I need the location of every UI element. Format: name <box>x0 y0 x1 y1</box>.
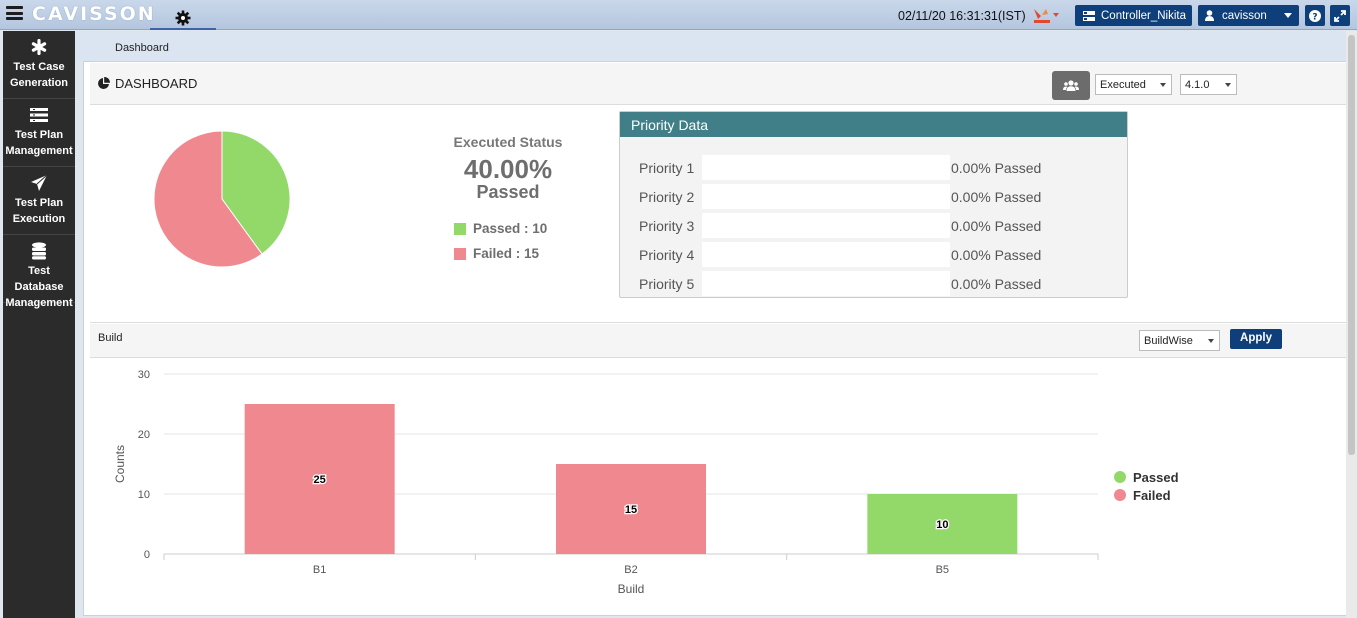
page-scrollbar[interactable] <box>1346 31 1357 618</box>
priority-bar <box>702 184 950 209</box>
chevron-down-icon <box>1160 83 1166 87</box>
priority-row: Priority 3 0.00% Passed <box>639 213 1041 238</box>
bar-data-label: 25 <box>314 474 326 486</box>
sidebar-item-test-case-generation[interactable]: Test Case Generation <box>3 31 75 99</box>
priority-row: Priority 1 0.00% Passed <box>639 155 1041 180</box>
asterisk-icon <box>31 39 47 55</box>
x-tick-label: B2 <box>624 564 637 576</box>
server-icon <box>1083 10 1095 21</box>
menu-icon[interactable] <box>6 6 23 20</box>
y-tick-label: 20 <box>138 429 150 441</box>
sidebar-item-test-plan-execution[interactable]: Test Plan Execution <box>3 167 75 235</box>
apply-button[interactable]: Apply <box>1230 329 1282 349</box>
sidebar-item-label: Test Plan Execution <box>12 197 66 225</box>
group-filter-button[interactable] <box>1052 71 1090 100</box>
user-menu-button[interactable]: cavisson <box>1198 5 1299 26</box>
executed-passed-word: Passed <box>476 182 540 202</box>
help-button[interactable]: ? <box>1305 5 1325 26</box>
priority-row: Priority 5 0.00% Passed <box>639 271 1041 296</box>
executed-status: Executed Status 40.00% Passed <box>420 134 596 203</box>
settings-tab[interactable] <box>150 8 216 30</box>
x-axis-title: Build <box>618 582 645 596</box>
alert-icon[interactable] <box>1032 6 1060 24</box>
chevron-down-icon <box>1225 83 1231 87</box>
y-tick-label: 30 <box>138 369 150 381</box>
y-tick-label: 0 <box>144 549 150 561</box>
x-tick-label: B1 <box>313 564 326 576</box>
build-mode-select[interactable]: BuildWise <box>1139 330 1220 351</box>
build-header: Build BuildWise Apply <box>90 324 1346 358</box>
sidebar-item-label: Test Case Generation <box>9 61 69 89</box>
user-name: cavisson <box>1222 9 1267 22</box>
pie-chart-icon <box>98 77 110 89</box>
dashboard-header: DASHBOARD Executed 4.1.0 <box>90 63 1346 105</box>
breadcrumb-dashboard[interactable]: Dashboard <box>115 42 169 54</box>
executed-percent: 40.00% <box>463 154 553 184</box>
bar-data-label: 10 <box>936 519 948 531</box>
status-filter-select[interactable]: Executed <box>1095 74 1172 95</box>
top-bar: CAVISSON 02/11/20 16:31:31(IST) Controll… <box>0 0 1357 30</box>
priority-row: Priority 2 0.00% Passed <box>639 184 1041 209</box>
priority-bar <box>702 213 950 238</box>
legend-passed: Passed : 10 <box>454 216 547 241</box>
y-tick-label: 10 <box>138 489 150 501</box>
sidebar-item-label: Test Database Management <box>5 265 73 309</box>
server-datetime: 02/11/20 16:31:31(IST) <box>898 9 1026 23</box>
y-axis-title: Counts <box>113 445 127 483</box>
page-title: DASHBOARD <box>97 76 197 91</box>
executed-status-label: Executed Status <box>453 134 563 150</box>
bar-B2-failed <box>556 464 706 554</box>
legend-failed: Failed : 15 <box>454 241 547 266</box>
chevron-down-icon <box>1208 339 1214 343</box>
priority-row: Priority 4 0.00% Passed <box>639 242 1041 267</box>
build-bar-chart: 0 10 20 30 25 B1 15 B2 10 B5 Build Counts Passed Fail… <box>113 369 1179 596</box>
legend-label-failed[interactable]: Failed <box>1133 488 1171 503</box>
version-value: 4.1.0 <box>1185 79 1210 91</box>
sidebar-item-test-database-management[interactable]: Test Database Management <box>3 235 75 309</box>
priority-title: Priority Data <box>620 112 1127 137</box>
fullscreen-button[interactable] <box>1330 5 1350 26</box>
bar-B1-failed <box>244 404 395 554</box>
list-icon <box>30 108 48 122</box>
database-icon <box>32 242 46 260</box>
priority-data-panel: Priority Data Priority 1 0.00% Passed Pr… <box>619 111 1128 298</box>
pie-slice-passed <box>221 130 291 255</box>
legend-marker-failed <box>1114 489 1126 501</box>
legend-label-passed[interactable]: Passed <box>1133 470 1179 485</box>
priority-bar <box>702 242 950 267</box>
build-mode-value: BuildWise <box>1144 335 1193 347</box>
bar-data-label: 15 <box>625 504 637 516</box>
user-icon <box>1205 10 1214 21</box>
legend-marker-passed <box>1114 471 1126 483</box>
sidebar-item-label: Test Plan Management <box>5 129 73 157</box>
priority-bar <box>702 155 950 180</box>
legend-swatch <box>454 247 466 260</box>
chevron-down-icon <box>1284 13 1292 18</box>
status-legend: Passed : 10 Failed : 15 <box>454 216 547 266</box>
version-select[interactable]: 4.1.0 <box>1180 74 1237 95</box>
question-icon: ? <box>1309 9 1321 22</box>
gear-icon <box>175 10 191 26</box>
svg-text:?: ? <box>1312 12 1317 22</box>
priority-bar <box>702 271 950 296</box>
sidebar: Test Case Generation Test Plan Managemen… <box>3 31 75 618</box>
sidebar-item-test-plan-management[interactable]: Test Plan Management <box>3 99 75 167</box>
paper-plane-icon <box>31 174 48 191</box>
brand-logo: CAVISSON <box>32 3 156 25</box>
breadcrumb: Dashboard <box>75 31 1357 61</box>
controller-button[interactable]: Controller_Nikita <box>1075 5 1192 26</box>
expand-icon <box>1334 9 1346 22</box>
status-filter-value: Executed <box>1100 79 1146 91</box>
pie-slice-failed <box>153 130 263 268</box>
legend-swatch <box>454 222 466 235</box>
main-content: DASHBOARD Executed 4.1.0 Executed Status… <box>83 61 1354 616</box>
bar-B5-passed <box>867 494 1018 554</box>
executed-status-pie <box>153 130 291 268</box>
controller-name: Controller_Nikita <box>1101 9 1187 22</box>
build-label: Build <box>98 332 123 344</box>
users-icon <box>1063 79 1079 91</box>
scrollbar-thumb[interactable] <box>1348 35 1355 455</box>
x-tick-label: B5 <box>936 564 949 576</box>
summary-section: Executed Status 40.00% Passed Passed : 1… <box>90 106 1346 323</box>
